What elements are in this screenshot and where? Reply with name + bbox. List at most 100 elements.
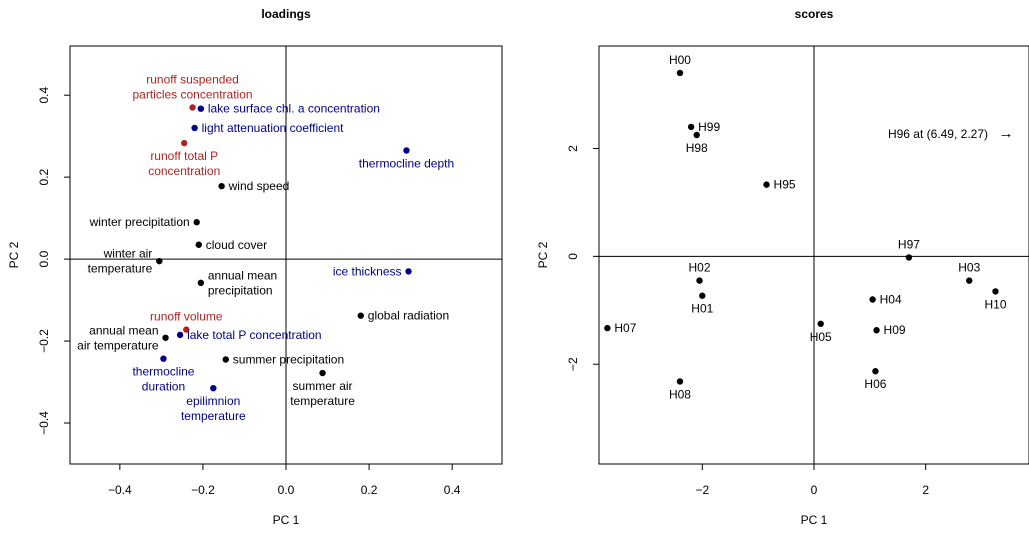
data-point (696, 277, 703, 284)
offscale-annotation: H96 at (6.49, 2.27) (888, 127, 988, 141)
data-point (183, 326, 190, 333)
scores-panel: scores −2 0 2 −2 0 2 PC 1 PC 2 H00 H99 H98 H95 H97 H03… (536, 7, 1029, 527)
point-label: wind speed (228, 179, 290, 193)
x-tick-label: −2 (695, 483, 709, 497)
data-point (193, 219, 200, 226)
data-point (699, 292, 706, 299)
point-label: H00 (669, 53, 691, 67)
data-point (195, 241, 202, 248)
data-point (905, 254, 913, 261)
x-tick-label: 0.2 (361, 483, 378, 497)
y-axis-label: PC 2 (7, 241, 21, 268)
point-label: epilimnion (186, 394, 240, 408)
point-label: global radiation (368, 309, 449, 323)
data-point (676, 378, 684, 385)
data-point (992, 288, 999, 295)
x-tick-label: 0.0 (278, 483, 295, 497)
x-tick-label: 2 (922, 483, 929, 497)
point-label: particles concentration (132, 87, 252, 101)
y-tick-label: 0 (566, 253, 580, 260)
point-label: winter air (103, 247, 153, 261)
loadings-panel: loadings −0.4 −0.2 0.0 0.2 0.4 −0.4 −0.2 0.0 0.2 0… (7, 7, 503, 527)
data-point (869, 296, 876, 303)
offscale-arrow: → (999, 125, 1014, 142)
data-point (176, 331, 184, 339)
y-tick-label: −0.2 (37, 329, 51, 353)
point-label: temperature (88, 262, 153, 276)
point-label: H06 (864, 377, 886, 391)
point-label: H07 (614, 321, 636, 335)
data-point (872, 368, 879, 375)
data-point (218, 182, 225, 190)
data-point (197, 279, 205, 287)
point-label: summer precipitation (233, 353, 344, 367)
point-label: H01 (691, 302, 713, 316)
point-label: runoff volume (150, 310, 223, 324)
point-label: summer air (293, 379, 353, 393)
x-tick-label: 0 (811, 483, 818, 497)
data-point (405, 268, 412, 275)
data-point (210, 384, 217, 392)
y-tick-label: −2 (566, 357, 580, 371)
point-label: precipitation (208, 283, 273, 297)
point-label: H99 (698, 120, 720, 134)
data-point (966, 277, 973, 284)
y-tick-label: 0.0 (37, 250, 51, 267)
point-label: runoff suspended (146, 72, 239, 86)
y-tick-label: 0.4 (37, 87, 51, 104)
point-label: H03 (958, 261, 980, 275)
point-label: lake total P concentration (187, 328, 322, 342)
data-point (191, 124, 198, 132)
point-label: concentration (148, 164, 220, 178)
point-label: H09 (884, 323, 906, 337)
point-label: light attenuation coefficient (202, 121, 345, 135)
point-label: H10 (984, 297, 1006, 311)
point-label: temperature (290, 394, 355, 408)
point-label: temperature (181, 409, 246, 423)
data-point (676, 69, 684, 77)
point-label: annual mean (208, 268, 277, 282)
data-point (604, 324, 611, 332)
data-point (319, 369, 326, 377)
point-label: lake surface chl. a concentration (208, 102, 380, 116)
point-label: H98 (686, 141, 708, 155)
point-label: H95 (774, 178, 796, 192)
data-point (156, 257, 163, 265)
data-point (687, 123, 695, 131)
data-point (181, 139, 188, 147)
data-point (357, 312, 364, 319)
point-label: H97 (898, 237, 920, 251)
point-label: thermocline depth (359, 157, 454, 171)
point-label: annual mean (89, 323, 158, 337)
y-tick-label: 2 (566, 145, 580, 152)
x-axis-label: PC 1 (273, 513, 300, 527)
data-point (817, 320, 824, 327)
x-tick-label: −0.4 (108, 483, 132, 497)
y-tick-label: 0.2 (37, 168, 51, 185)
data-point (197, 105, 205, 112)
data-point (222, 356, 229, 363)
data-point (403, 147, 410, 154)
point-label: H04 (880, 292, 902, 306)
chart-title: scores (795, 7, 834, 21)
point-label: runoff total P (150, 149, 218, 163)
point-label: H08 (669, 387, 691, 401)
data-point (873, 327, 880, 334)
data-point (189, 104, 196, 111)
data-point (162, 334, 169, 341)
point-label: cloud cover (206, 238, 267, 252)
data-point (160, 355, 167, 362)
x-tick-label: −0.2 (191, 483, 215, 497)
point-label: duration (142, 380, 185, 394)
point-label: air temperature (77, 338, 159, 352)
point-label: thermocline (132, 365, 194, 379)
point-label: ice thickness (333, 264, 402, 278)
x-tick-label: 0.4 (444, 483, 461, 497)
y-axis-label: PC 2 (536, 241, 550, 268)
data-point (763, 181, 770, 188)
chart-title: loadings (261, 7, 311, 21)
x-axis-label: PC 1 (801, 513, 828, 527)
point-label: H05 (810, 330, 832, 344)
